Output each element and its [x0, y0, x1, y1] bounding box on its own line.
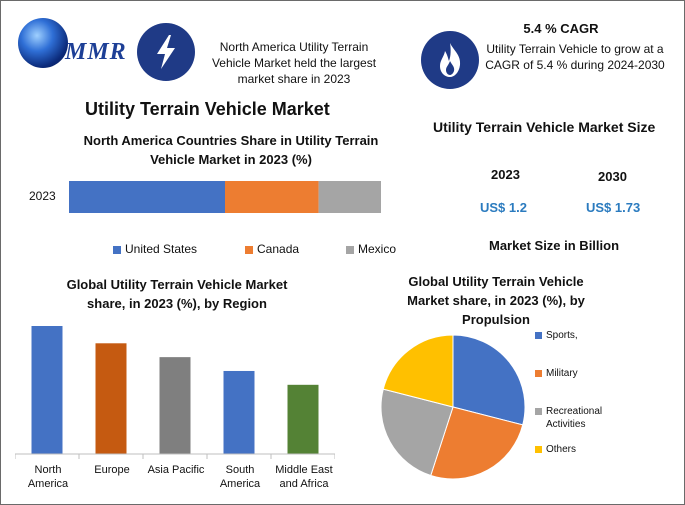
chart1-legend-canada: Canada: [245, 240, 299, 258]
legend-swatch: [535, 408, 542, 415]
bar-3: [159, 357, 191, 454]
chart2-title: Global Utility Terrain Vehicle Market sh…: [66, 277, 288, 311]
propulsion-pie-chart: [380, 334, 526, 480]
stack-segment-3: [318, 181, 381, 213]
legend-item-canada: Canada: [245, 242, 299, 256]
stacked-bar-chart: [69, 181, 381, 213]
pie-legend-sports: Sports,: [535, 329, 578, 342]
legend-label: United States: [125, 242, 198, 256]
flame-icon: [421, 31, 479, 89]
legend-label: Others: [546, 444, 577, 455]
legend-swatch: [535, 369, 542, 377]
pie-legend-military: Military: [535, 367, 578, 380]
legend-label: Military: [546, 368, 578, 379]
cagr-title: 5.4 % CAGR: [523, 21, 599, 36]
legend-swatch: [535, 331, 542, 339]
logo-text: MMR: [65, 39, 127, 65]
pie-legend-others: Others: [535, 443, 576, 456]
legend-label: Recreational Activities: [546, 406, 603, 430]
lightning-icon: [137, 23, 195, 81]
legend-item-mexico: Mexico: [346, 242, 396, 256]
x-tick-label: North America: [27, 464, 69, 490]
bar-2: [95, 343, 127, 454]
legend-label: Sports,: [546, 330, 578, 341]
pie-slice-2: [430, 406, 524, 480]
x-tick-label: Middle East and Africa: [275, 464, 333, 490]
stack-segment-2: [225, 181, 319, 213]
year-2023: 2023: [491, 167, 520, 182]
legend-swatch: [245, 245, 253, 254]
na-share-text: North America Utility Terrain Vehicle Ma…: [211, 40, 377, 86]
value-2030: US$ 1.73: [586, 200, 641, 215]
bar-5: [287, 384, 319, 454]
page-title: Utility Terrain Vehicle Market: [85, 99, 330, 119]
legend-swatch: [113, 245, 121, 254]
cagr-text: Utility Terrain Vehicle to grow at a CAG…: [485, 42, 665, 72]
x-tick-label: Europe: [94, 464, 130, 476]
market-size-title: Utility Terrain Vehicle Market Size: [433, 119, 656, 135]
chart1-legend: United States: [113, 240, 197, 258]
legend-item-united-states: United States: [113, 242, 197, 256]
chart3-title: Global Utility Terrain Vehicle Market sh…: [407, 274, 585, 327]
value-2023: US$ 1.2: [480, 200, 527, 215]
legend-swatch: [535, 445, 542, 453]
market-size-unit: Market Size in Billion: [489, 238, 620, 253]
legend-swatch: [346, 245, 354, 254]
globe-logo-icon: [18, 18, 68, 68]
pie-slice-4: [382, 334, 454, 408]
pie-legend-recreational: Recreational Activities: [535, 405, 615, 431]
bar-1: [31, 326, 63, 454]
chart1-legend-mexico: Mexico: [346, 240, 396, 258]
legend-label: Canada: [257, 242, 300, 256]
x-tick-label: South America: [219, 464, 261, 490]
pie-slice-3: [380, 388, 454, 477]
chart1-title: North America Countries Share in Utility…: [83, 133, 379, 167]
year-2030: 2030: [598, 169, 627, 184]
legend-label: Mexico: [358, 242, 397, 256]
x-tick-label: Asia Pacific: [147, 464, 205, 476]
pie-slice-1: [452, 334, 526, 426]
region-bar-chart: [15, 326, 335, 459]
stack-segment-1: [69, 181, 225, 213]
chart1-category-label: 2023: [29, 189, 56, 203]
bar-4: [223, 370, 255, 454]
